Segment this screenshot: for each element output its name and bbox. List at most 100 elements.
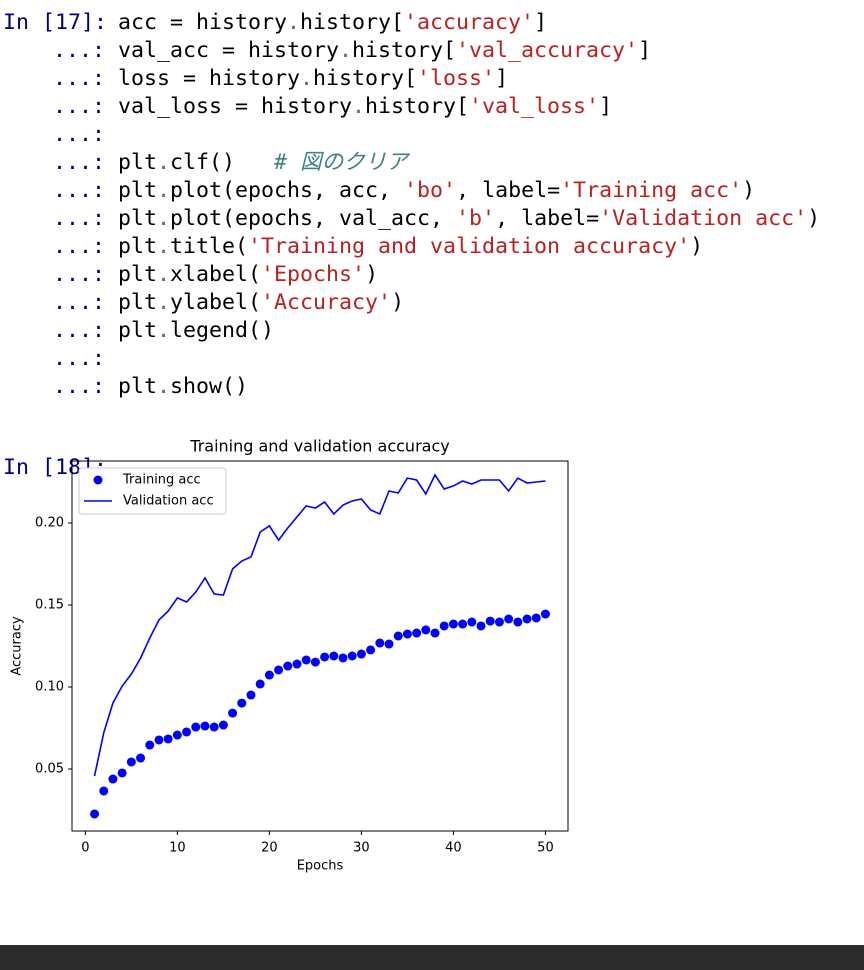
code-token: . xyxy=(339,38,353,63)
marker xyxy=(467,617,477,627)
code: plt.title('Training and validation accur… xyxy=(118,233,703,261)
code-token: history[ xyxy=(300,10,405,35)
code-token: . xyxy=(352,94,366,119)
marker xyxy=(338,653,348,663)
marker xyxy=(513,617,523,627)
prompt: ...: xyxy=(53,262,106,287)
marker xyxy=(485,616,495,626)
marker xyxy=(412,628,422,638)
marker xyxy=(421,625,431,635)
marker xyxy=(402,629,412,639)
code-token: . xyxy=(157,262,171,287)
x-tick-label: 0 xyxy=(81,841,89,856)
marker xyxy=(108,774,118,784)
code-token: plt xyxy=(118,374,158,399)
code: loss = history.history['loss'] xyxy=(118,65,508,93)
prompt: ...: xyxy=(53,94,106,119)
code-token: . xyxy=(287,10,301,35)
x-axis-label: Epochs xyxy=(297,859,344,874)
x-tick-label: 20 xyxy=(261,841,278,856)
marker xyxy=(347,651,357,661)
code-token: . xyxy=(157,318,171,343)
marker xyxy=(163,734,173,744)
code-token: ) xyxy=(365,262,379,287)
marker xyxy=(218,720,228,730)
code-token: # 図のクリア xyxy=(274,150,409,175)
code-token: clf() xyxy=(170,150,275,175)
code-token: plt xyxy=(118,262,158,287)
x-tick-label: 50 xyxy=(537,841,554,856)
y-axis-label: Accuracy xyxy=(10,616,25,676)
code-token: 'val_accuracy' xyxy=(456,38,639,63)
code-token: plot(epochs, acc, xyxy=(170,178,405,203)
marker xyxy=(145,740,155,750)
code: val_loss = history.history['val_loss'] xyxy=(118,93,612,121)
marker xyxy=(458,619,468,629)
code-token: ] xyxy=(638,38,652,63)
code-token: xlabel( xyxy=(170,262,262,287)
code: plt.legend() xyxy=(118,317,274,345)
code: val_acc = history.history['val_accuracy'… xyxy=(118,37,651,65)
marker xyxy=(375,638,385,648)
marker xyxy=(264,670,274,680)
code-token: loss = history xyxy=(118,66,301,91)
marker xyxy=(274,665,284,675)
marker xyxy=(191,722,201,732)
marker xyxy=(320,652,330,662)
prompt: ...: xyxy=(53,38,106,63)
code-token: plt xyxy=(118,290,158,315)
code: plt.xlabel('Epochs') xyxy=(118,261,378,289)
marker xyxy=(540,609,550,619)
marker xyxy=(356,649,366,659)
code-token: . xyxy=(157,178,171,203)
code-token: , label= xyxy=(495,206,600,231)
prompt: ...: xyxy=(53,234,106,259)
marker xyxy=(430,628,440,638)
marker xyxy=(237,698,247,708)
marker xyxy=(255,679,265,689)
code-token: . xyxy=(157,150,171,175)
legend-label: Validation acc xyxy=(123,494,214,509)
marker xyxy=(154,735,164,745)
plot-frame xyxy=(71,460,569,832)
prompt: In [17]: xyxy=(3,10,108,35)
code-token: plt xyxy=(118,234,158,259)
x-tick-label: 40 xyxy=(445,841,462,856)
marker xyxy=(476,621,486,631)
prompt: ...: xyxy=(53,150,106,175)
code-token: history[ xyxy=(352,38,457,63)
code-token: . xyxy=(157,234,171,259)
marker xyxy=(439,621,449,631)
code-token: ] xyxy=(599,94,613,119)
code-token: plt xyxy=(118,150,158,175)
legend-box xyxy=(78,467,227,515)
line xyxy=(93,473,546,777)
y-tick-label: 0.20 xyxy=(35,515,64,530)
taskbar xyxy=(0,945,864,970)
code-token: title( xyxy=(170,234,249,259)
code: acc = history.history['accuracy'] xyxy=(118,9,547,37)
marker xyxy=(494,617,504,627)
marker xyxy=(126,757,136,767)
code-token: , label= xyxy=(456,178,561,203)
code-token: 'Validation acc' xyxy=(599,206,808,231)
marker xyxy=(136,753,146,763)
chart-title: Training and validation accuracy xyxy=(189,437,449,456)
code-token: 'accuracy' xyxy=(404,10,535,35)
marker xyxy=(522,614,532,624)
marker xyxy=(310,657,320,667)
code-token: . xyxy=(157,290,171,315)
code-token: acc = history xyxy=(118,10,288,35)
marker xyxy=(209,722,219,732)
marker xyxy=(90,809,100,819)
prompt: ...: xyxy=(53,290,106,315)
code-token: . xyxy=(157,374,171,399)
y-tick-label: 0.15 xyxy=(35,597,64,612)
x-tick-label: 10 xyxy=(169,841,186,856)
prompt: ...: xyxy=(53,374,106,399)
code-token: ] xyxy=(495,66,509,91)
code-token: history[ xyxy=(313,66,418,91)
code-token: 'b' xyxy=(456,206,496,231)
marker xyxy=(531,613,541,623)
